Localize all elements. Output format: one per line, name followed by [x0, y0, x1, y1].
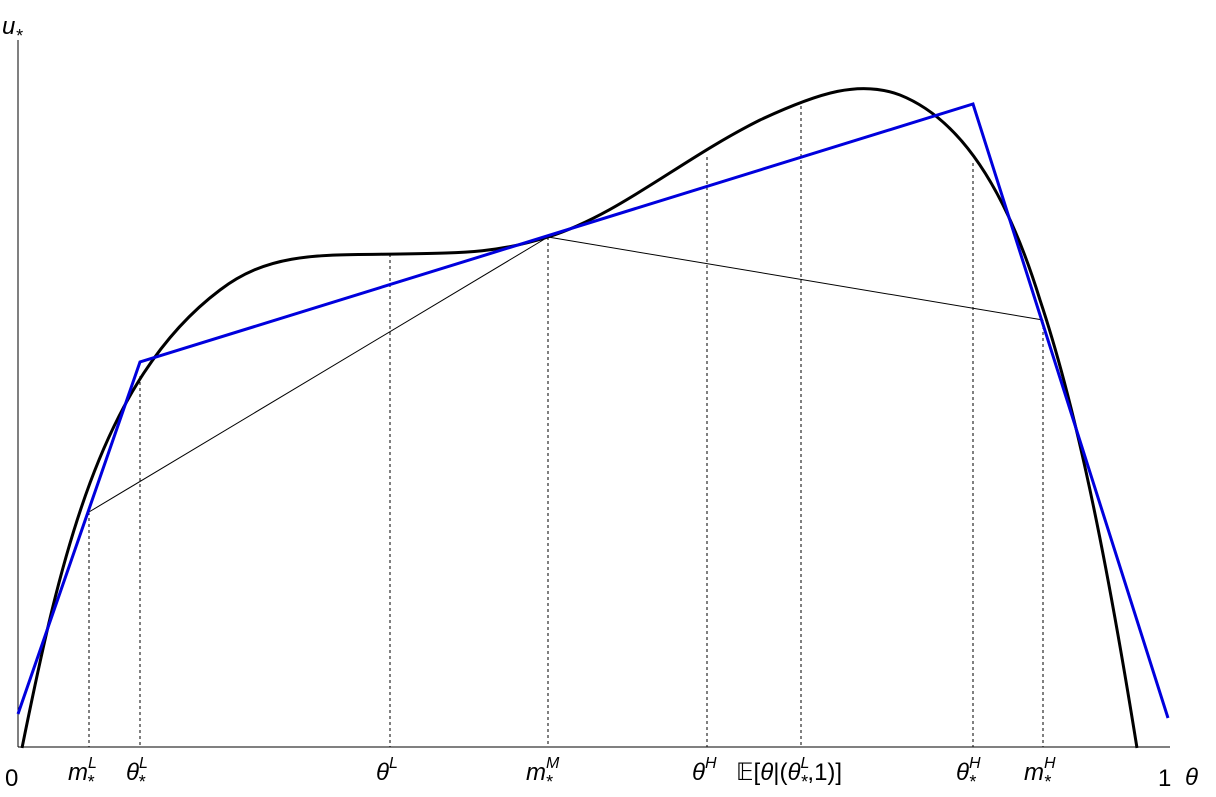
utility-curve — [20, 87, 1139, 749]
tick-label-thetaH: θH — [692, 755, 717, 786]
guide-lines — [88, 106, 1044, 747]
chord-left — [88, 236, 549, 513]
tick-label-mH: mH * — [1024, 755, 1056, 792]
tick-label-thetaL: θL — [376, 755, 398, 786]
y-axis-label: u* — [2, 13, 23, 46]
x-origin-label: 0 — [5, 765, 18, 792]
chords — [88, 236, 1044, 513]
x-end-label: 1 — [1158, 765, 1171, 792]
tick-label-thetaL-star: θL * — [126, 755, 148, 792]
tick-label-mL: mL * — [68, 755, 97, 792]
envelope-line — [16, 102, 1170, 719]
x-axis-label: θ — [1185, 764, 1198, 791]
tick-label-thetaH-star: θH * — [956, 755, 981, 792]
chord-right — [547, 236, 1044, 321]
tick-label-mM: mM * — [526, 755, 560, 792]
tick-label-expect: 𝔼[θ|(θL *,1)] — [736, 755, 842, 792]
